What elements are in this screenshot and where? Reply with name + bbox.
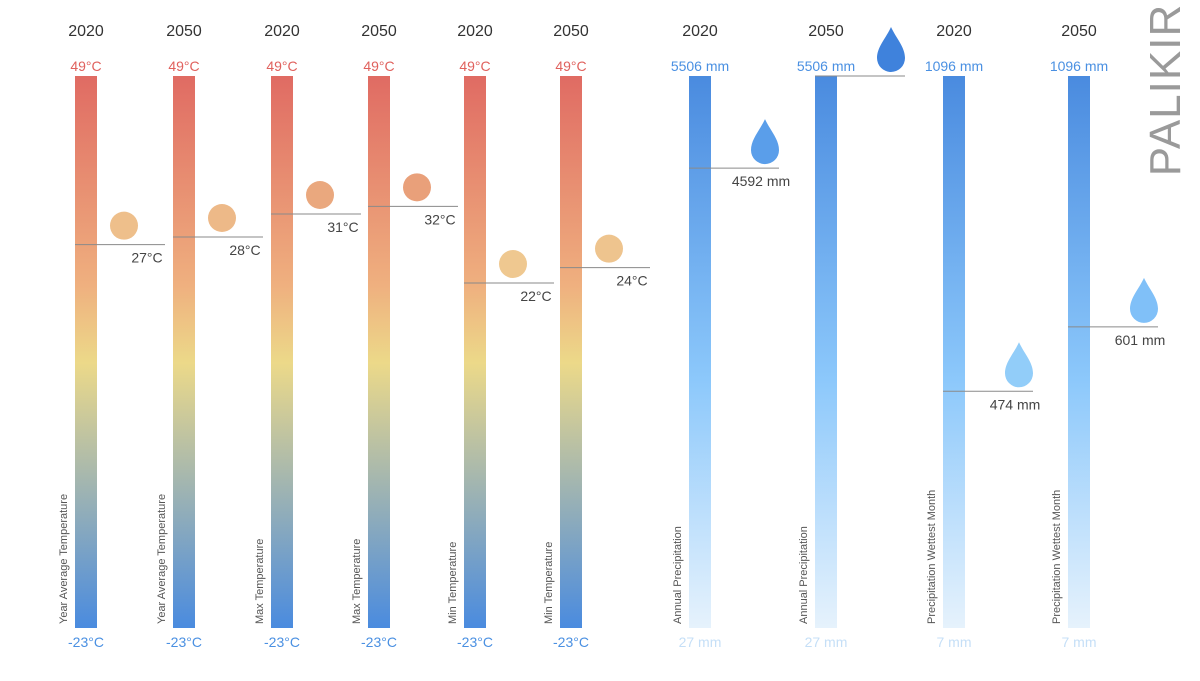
year-label: 2020 <box>682 23 718 40</box>
axis-min-label: -23°C <box>166 634 202 650</box>
axis-max-label: 49°C <box>555 58 586 74</box>
value-label: 32°C <box>424 211 455 227</box>
gradient-bar <box>689 76 711 628</box>
water-drop-icon <box>751 119 779 165</box>
variable-title: Precipitation Wettest Month <box>1051 490 1063 624</box>
gradient-bar <box>943 76 965 628</box>
value-label: 28°C <box>229 242 260 258</box>
axis-min-label: -23°C <box>457 634 493 650</box>
year-label: 2020 <box>264 23 300 40</box>
value-label: 27°C <box>131 250 162 266</box>
gradient-bar <box>815 76 837 628</box>
axis-min-label: 27 mm <box>805 634 848 650</box>
axis-max-label: 49°C <box>363 58 394 74</box>
value-label: 4592 mm <box>732 173 790 189</box>
gradient-bar <box>1068 76 1090 628</box>
variable-title: Min Temperature <box>543 542 555 624</box>
axis-max-label: 1096 mm <box>1050 58 1108 74</box>
temperature-circle <box>110 211 138 240</box>
water-drop-icon <box>1005 342 1033 388</box>
axis-max-label: 49°C <box>459 58 490 74</box>
temperature-circle <box>499 250 527 278</box>
water-drop-icon <box>877 27 905 72</box>
variable-title: Max Temperature <box>351 539 363 624</box>
gradient-bar <box>271 76 293 628</box>
variable-title: Min Temperature <box>447 542 459 624</box>
year-label: 2020 <box>936 23 972 40</box>
axis-min-label: 7 mm <box>937 634 972 650</box>
temperature-circle <box>208 204 236 232</box>
value-label: 22°C <box>520 288 551 304</box>
value-label: 24°C <box>616 273 647 289</box>
temperature-circle <box>595 234 623 263</box>
year-label: 2050 <box>808 23 844 40</box>
gradient-bar <box>173 76 195 628</box>
year-label: 2050 <box>1061 23 1097 40</box>
axis-min-label: 27 mm <box>679 634 722 650</box>
axis-min-label: 7 mm <box>1062 634 1097 650</box>
city-name-text: PALIKIR <box>1141 3 1190 177</box>
gradient-bar <box>560 76 582 628</box>
water-drop-icon <box>1130 277 1158 323</box>
year-label: 2050 <box>553 23 589 40</box>
city-name: PALIKIR <box>1141 4 1190 176</box>
temperature-circle <box>403 173 431 202</box>
axis-min-label: -23°C <box>553 634 589 650</box>
year-label: 2050 <box>166 23 202 40</box>
gradient-bar <box>368 76 390 628</box>
variable-title: Precipitation Wettest Month <box>926 490 938 624</box>
gradient-bar <box>464 76 486 628</box>
variable-title: Year Average Temperature <box>156 494 168 624</box>
variable-title: Year Average Temperature <box>58 494 70 624</box>
axis-min-label: -23°C <box>264 634 300 650</box>
axis-min-label: -23°C <box>68 634 104 650</box>
axis-max-label: 49°C <box>266 58 297 74</box>
axis-max-label: 1096 mm <box>925 58 983 74</box>
gradient-bar <box>75 76 97 628</box>
year-label: 2020 <box>68 23 104 40</box>
variable-title: Annual Precipitation <box>798 526 810 624</box>
value-label: 474 mm <box>990 396 1041 412</box>
axis-min-label: -23°C <box>361 634 397 650</box>
axis-max-label: 49°C <box>70 58 101 74</box>
variable-title: Annual Precipitation <box>672 526 684 624</box>
axis-max-label: 5506 mm <box>797 58 855 74</box>
value-label: 31°C <box>327 219 358 235</box>
axis-max-label: 49°C <box>168 58 199 74</box>
axis-max-label: 5506 mm <box>671 58 729 74</box>
year-label: 2020 <box>457 23 493 40</box>
temperature-circle <box>306 181 334 209</box>
variable-title: Max Temperature <box>254 539 266 624</box>
value-label: 601 mm <box>1115 332 1166 348</box>
year-label: 2050 <box>361 23 397 40</box>
